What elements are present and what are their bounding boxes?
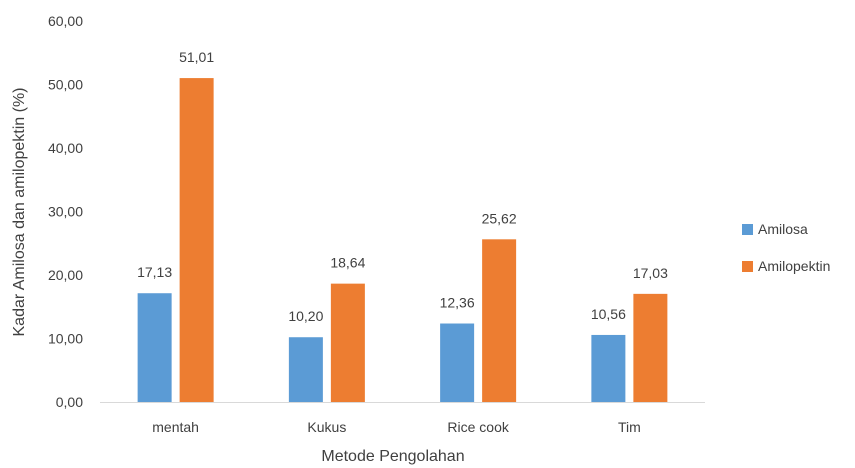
bar-amilosa-2 [440,323,475,402]
x-category-label: Kukus [307,419,346,435]
data-label-amilopektin-2: 25,62 [482,210,517,226]
y-tick-label: 40,00 [48,140,83,156]
data-label-amilopektin-1: 18,64 [330,255,365,271]
y-tick-label: 20,00 [48,267,83,283]
y-tick-label: 30,00 [48,204,83,220]
bar-amilopektin-0 [179,78,214,403]
bar-amilosa-0 [137,293,172,402]
x-category-label: Rice cook [447,419,509,435]
y-tick-label: 60,00 [48,13,83,29]
bar-amilopektin-3 [633,293,668,402]
bar-amilopektin-1 [330,283,365,402]
y-tick-label: 0,00 [56,394,83,410]
data-label-amilosa-3: 10,56 [591,306,626,322]
bars [137,78,668,403]
bar-amilosa-3 [591,334,626,402]
y-tick-label: 10,00 [48,331,83,347]
x-category-label: mentah [152,419,199,435]
x-category-label: Tim [618,419,641,435]
y-tick-label: 50,00 [48,77,83,93]
legend: Amilosa Amilopektin [742,221,830,274]
data-label-amilosa-1: 10,20 [288,308,323,324]
legend-label-amilopektin: Amilopektin [758,258,830,274]
y-axis-ticks: 0,00 10,00 20,00 30,00 40,00 50,00 60,00 [48,13,83,410]
data-labels: 17,13 51,01 10,20 18,64 12,36 25,62 10,56 17,03 [137,49,668,324]
data-label-amilosa-0: 17,13 [137,264,172,280]
legend-label-amilosa: Amilosa [758,221,808,237]
data-label-amilosa-2: 12,36 [440,295,475,311]
bar-amilopektin-2 [482,239,517,402]
legend-swatch-amilopektin [742,261,753,272]
x-axis-title: Metode Pengolahan [321,448,464,465]
data-label-amilopektin-0: 51,01 [179,49,214,65]
legend-swatch-amilosa [742,224,753,235]
category-labels: mentah Kukus Rice cook Tim [152,419,641,435]
y-axis-title: Kadar Amilosa dan amilopektin (%) [11,87,28,336]
bar-amilosa-1 [288,337,323,402]
data-label-amilopektin-3: 17,03 [633,265,668,281]
